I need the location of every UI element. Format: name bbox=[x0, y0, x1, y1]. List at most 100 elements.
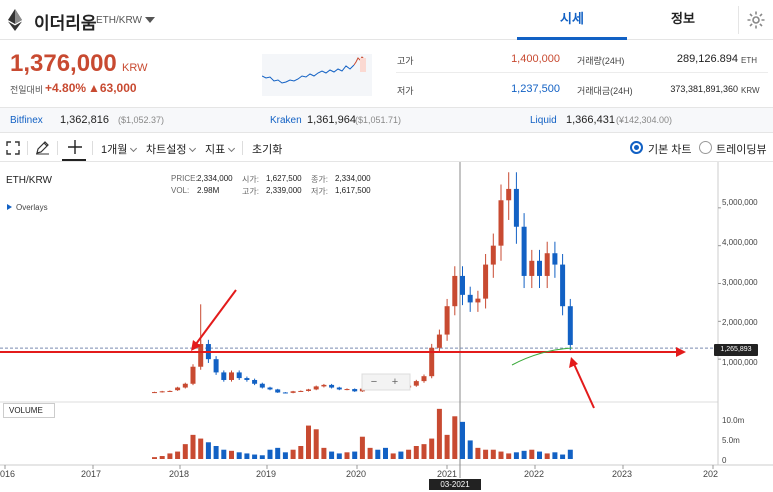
candle bbox=[529, 260, 535, 276]
volume-bar bbox=[359, 436, 365, 459]
annotation-arrow-right bbox=[573, 363, 595, 409]
chart-pair-label: ETH/KRW bbox=[6, 175, 52, 186]
period-select[interactable]: 1개월 bbox=[101, 141, 138, 157]
chart-settings-label: 차트설정 bbox=[146, 144, 187, 156]
exchange-bitfinex-name[interactable]: Bitfinex bbox=[10, 115, 43, 126]
chevron-down-icon bbox=[189, 144, 197, 153]
overlays-toggle[interactable]: Overlays bbox=[7, 203, 48, 212]
volume-tick-label: 5.0m bbox=[722, 436, 740, 445]
volume-tick-label: 10.0m bbox=[722, 416, 745, 425]
candle bbox=[198, 344, 204, 367]
info-open-value: 1,627,500 bbox=[266, 174, 302, 183]
volume-bar bbox=[267, 449, 273, 459]
candle bbox=[452, 275, 458, 307]
candle bbox=[252, 379, 258, 384]
candle bbox=[229, 372, 234, 380]
volume-bar bbox=[429, 438, 435, 459]
tab-info[interactable]: 정보 bbox=[671, 11, 695, 26]
info-close-value: 2,334,000 bbox=[335, 174, 371, 183]
volume-bar bbox=[467, 440, 473, 459]
tradingview-label[interactable]: 트레이딩뷰 bbox=[716, 144, 767, 156]
tab-price[interactable]: 시세 bbox=[517, 0, 627, 40]
volume-bar bbox=[552, 452, 558, 459]
exchange-liquid-name[interactable]: Liquid bbox=[530, 115, 557, 126]
volume-bar bbox=[175, 451, 181, 459]
tradingview-radio[interactable] bbox=[699, 141, 712, 154]
indicators-label: 지표 bbox=[205, 144, 226, 156]
volume-24h-unit: ETH bbox=[741, 56, 757, 65]
x-tick-label: 2020 bbox=[346, 469, 367, 479]
candle bbox=[290, 391, 296, 393]
volume-bar bbox=[167, 453, 173, 459]
volume-bar bbox=[313, 429, 319, 459]
exchange-liquid-usd: (¥142,304.00) bbox=[616, 115, 673, 125]
x-tick-label: 2021 bbox=[437, 469, 458, 479]
volume-24h-value: 289,126.894 bbox=[676, 53, 738, 65]
exchange-kraken-price: 1,361,964 bbox=[307, 114, 356, 126]
exchange-kraken-usd: ($1,051.71) bbox=[355, 115, 402, 125]
candle bbox=[298, 390, 304, 392]
candle bbox=[352, 389, 358, 392]
change-amount: ▲63,000 bbox=[88, 81, 137, 95]
y-tick-label: 1,000,000 bbox=[722, 358, 758, 367]
info-high-label: 고가: bbox=[242, 187, 259, 196]
volume-bar bbox=[182, 444, 188, 459]
candle bbox=[244, 378, 250, 380]
exchange-kraken-name[interactable]: Kraken bbox=[270, 115, 302, 126]
volume-bar bbox=[513, 452, 519, 459]
candle bbox=[182, 383, 188, 388]
zoom-in-button[interactable]: + bbox=[391, 376, 399, 388]
coin-select-dropdown-icon[interactable] bbox=[145, 17, 155, 23]
volume-bar bbox=[475, 447, 481, 459]
basic-chart-radio[interactable] bbox=[630, 141, 643, 154]
volume-bar bbox=[205, 442, 211, 459]
candle bbox=[159, 391, 165, 393]
exchange-bitfinex-usd: ($1,052.37) bbox=[118, 115, 165, 125]
volume-bar bbox=[152, 457, 157, 459]
candlestick-chart[interactable] bbox=[0, 162, 773, 492]
gear-icon[interactable] bbox=[746, 10, 766, 30]
info-price-value: 2,334,000 bbox=[197, 174, 233, 183]
volume-panel-title: VOLUME bbox=[3, 403, 55, 418]
triangle-right-icon bbox=[7, 204, 12, 210]
candle bbox=[552, 253, 558, 265]
candle bbox=[152, 392, 157, 394]
volume-bar bbox=[390, 453, 396, 459]
pencil-icon[interactable] bbox=[35, 140, 50, 155]
volume-bar bbox=[252, 454, 258, 459]
candle bbox=[421, 376, 427, 382]
reset-button[interactable]: 초기화 bbox=[252, 144, 283, 156]
candle bbox=[167, 390, 173, 392]
volume-bar bbox=[498, 451, 504, 459]
chart-settings-menu[interactable]: 차트설정 bbox=[146, 141, 197, 157]
candle bbox=[313, 386, 319, 390]
candle bbox=[413, 381, 419, 386]
volume-bar bbox=[460, 421, 465, 459]
volume-tick-label: 0 bbox=[722, 456, 727, 465]
exchange-price-row: Bitfinex 1,362,816 ($1,052.37) Kraken 1,… bbox=[0, 107, 773, 133]
info-vol-label: VOL: bbox=[171, 186, 190, 195]
candle bbox=[282, 392, 288, 394]
exchange-liquid-price: 1,366,431 bbox=[566, 114, 615, 126]
candle bbox=[275, 389, 281, 393]
candle bbox=[544, 253, 550, 276]
crosshair-icon[interactable] bbox=[68, 140, 82, 154]
fullscreen-icon[interactable] bbox=[6, 141, 20, 155]
volume-bar bbox=[567, 449, 573, 459]
volume-bar bbox=[375, 449, 381, 459]
stats-divider bbox=[396, 72, 768, 73]
toolbar-divider bbox=[27, 141, 28, 155]
volume-bar bbox=[383, 447, 388, 459]
candle bbox=[444, 306, 450, 335]
chevron-down-icon bbox=[130, 144, 138, 153]
volume-bar bbox=[483, 449, 489, 459]
ethereum-logo-icon bbox=[8, 9, 22, 31]
indicators-menu[interactable]: 지표 bbox=[205, 141, 236, 157]
volume-bar bbox=[244, 453, 250, 459]
candle bbox=[436, 334, 442, 348]
volume-bar bbox=[336, 453, 342, 459]
basic-chart-label[interactable]: 기본 차트 bbox=[648, 144, 692, 156]
candle bbox=[490, 245, 496, 265]
zoom-out-button[interactable]: − bbox=[370, 376, 378, 388]
volume-bar bbox=[406, 449, 412, 459]
